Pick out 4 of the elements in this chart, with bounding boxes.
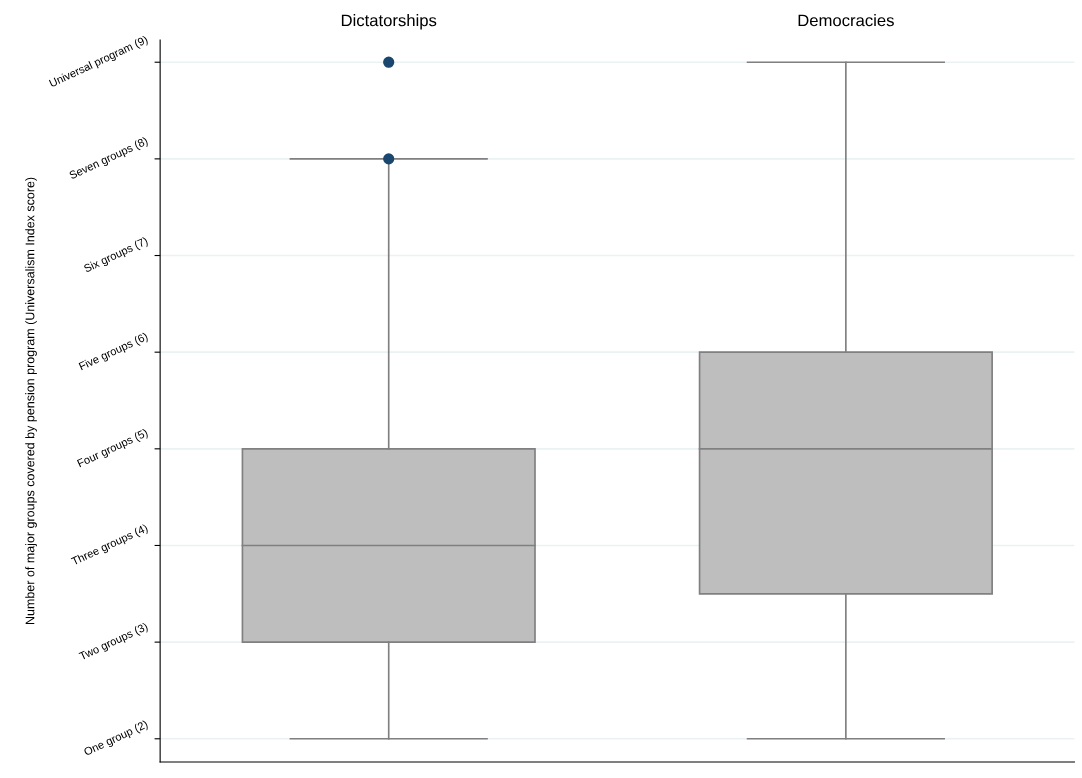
y-tick-label: One group (2) — [83, 719, 150, 758]
y-axis-title: Number of major groups covered by pension program (Universalism Index score) — [25, 177, 37, 624]
x-tick-label: Dictatorships — [341, 14, 437, 30]
x-tick-label: Democracies — [798, 14, 894, 27]
